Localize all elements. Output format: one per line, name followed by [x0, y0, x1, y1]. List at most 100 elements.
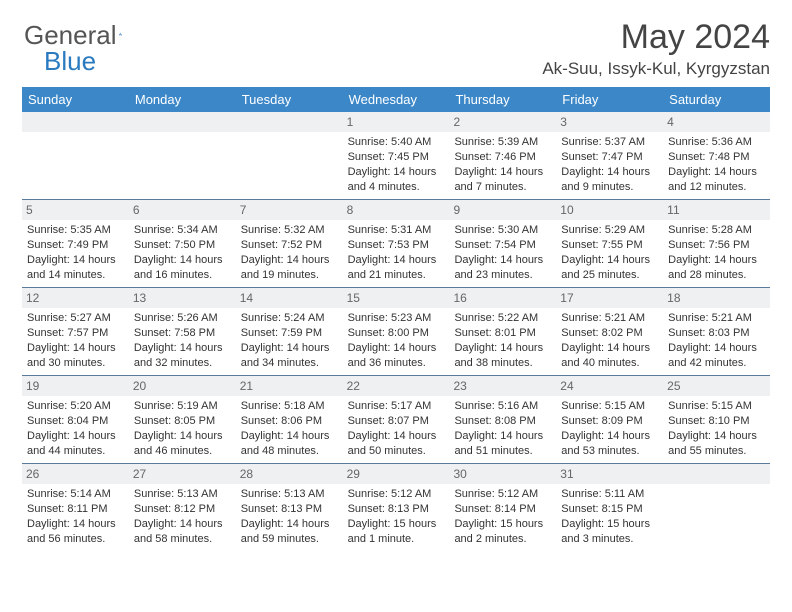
week-row: 12Sunrise: 5:27 AMSunset: 7:57 PMDayligh… — [22, 288, 770, 376]
day-detail-line: Daylight: 14 hours — [134, 517, 231, 532]
day-detail-line: Daylight: 14 hours — [134, 253, 231, 268]
day-number: 10 — [556, 200, 663, 220]
day-detail-line: Sunrise: 5:23 AM — [348, 311, 445, 326]
day-cell — [129, 112, 236, 199]
day-detail-line: Sunset: 7:47 PM — [561, 150, 658, 165]
day-detail-line: Daylight: 14 hours — [27, 341, 124, 356]
day-number: 18 — [663, 288, 770, 308]
day-cell: 26Sunrise: 5:14 AMSunset: 8:11 PMDayligh… — [22, 464, 129, 552]
day-cell: 4Sunrise: 5:36 AMSunset: 7:48 PMDaylight… — [663, 112, 770, 199]
day-detail-line: and 44 minutes. — [27, 444, 124, 459]
week-row: 1Sunrise: 5:40 AMSunset: 7:45 PMDaylight… — [22, 112, 770, 200]
day-cell: 12Sunrise: 5:27 AMSunset: 7:57 PMDayligh… — [22, 288, 129, 375]
day-detail-line: Sunrise: 5:12 AM — [348, 487, 445, 502]
day-number: 30 — [449, 464, 556, 484]
day-cell: 31Sunrise: 5:11 AMSunset: 8:15 PMDayligh… — [556, 464, 663, 552]
day-detail-line: and 25 minutes. — [561, 268, 658, 283]
day-detail-line: Daylight: 14 hours — [668, 253, 765, 268]
day-detail-line: Daylight: 14 hours — [348, 253, 445, 268]
day-detail-line: and 38 minutes. — [454, 356, 551, 371]
day-detail-line: Sunrise: 5:21 AM — [561, 311, 658, 326]
day-number: 24 — [556, 376, 663, 396]
day-detail-line: Sunset: 8:11 PM — [27, 502, 124, 517]
day-detail-line: Daylight: 14 hours — [348, 341, 445, 356]
day-detail-line: Sunset: 7:54 PM — [454, 238, 551, 253]
day-detail-line: and 58 minutes. — [134, 532, 231, 547]
day-detail-line: Sunrise: 5:12 AM — [454, 487, 551, 502]
day-detail-line: Sunrise: 5:14 AM — [27, 487, 124, 502]
day-detail-line: and 2 minutes. — [454, 532, 551, 547]
day-number: 27 — [129, 464, 236, 484]
day-number: 4 — [663, 112, 770, 132]
day-number: 25 — [663, 376, 770, 396]
calendar-grid: Sunday Monday Tuesday Wednesday Thursday… — [22, 87, 770, 552]
day-header: Monday — [129, 87, 236, 112]
day-detail-line: Sunrise: 5:34 AM — [134, 223, 231, 238]
day-header: Friday — [556, 87, 663, 112]
day-detail-line: Sunset: 7:55 PM — [561, 238, 658, 253]
day-detail-line: and 3 minutes. — [561, 532, 658, 547]
day-detail-line: Daylight: 14 hours — [561, 341, 658, 356]
day-cell: 1Sunrise: 5:40 AMSunset: 7:45 PMDaylight… — [343, 112, 450, 199]
day-detail-line: Sunrise: 5:15 AM — [668, 399, 765, 414]
day-detail-line: Sunrise: 5:40 AM — [348, 135, 445, 150]
day-detail-line: Daylight: 14 hours — [668, 341, 765, 356]
day-cell: 30Sunrise: 5:12 AMSunset: 8:14 PMDayligh… — [449, 464, 556, 552]
day-number — [22, 112, 129, 132]
day-detail-line: Sunrise: 5:13 AM — [134, 487, 231, 502]
day-detail-line: Sunrise: 5:32 AM — [241, 223, 338, 238]
day-cell: 8Sunrise: 5:31 AMSunset: 7:53 PMDaylight… — [343, 200, 450, 287]
day-detail-line: and 12 minutes. — [668, 180, 765, 195]
day-detail-line: Sunrise: 5:37 AM — [561, 135, 658, 150]
day-detail-line: and 16 minutes. — [134, 268, 231, 283]
day-number: 3 — [556, 112, 663, 132]
day-detail-line: Sunset: 7:56 PM — [668, 238, 765, 253]
day-cell: 15Sunrise: 5:23 AMSunset: 8:00 PMDayligh… — [343, 288, 450, 375]
day-number: 31 — [556, 464, 663, 484]
day-header: Sunday — [22, 87, 129, 112]
day-cell: 29Sunrise: 5:12 AMSunset: 8:13 PMDayligh… — [343, 464, 450, 552]
day-detail-line: and 56 minutes. — [27, 532, 124, 547]
day-detail-line: Daylight: 14 hours — [668, 429, 765, 444]
day-cell: 21Sunrise: 5:18 AMSunset: 8:06 PMDayligh… — [236, 376, 343, 463]
week-row: 5Sunrise: 5:35 AMSunset: 7:49 PMDaylight… — [22, 200, 770, 288]
day-detail-line: Sunset: 7:46 PM — [454, 150, 551, 165]
day-cell: 16Sunrise: 5:22 AMSunset: 8:01 PMDayligh… — [449, 288, 556, 375]
day-number: 12 — [22, 288, 129, 308]
day-detail-line: Daylight: 15 hours — [561, 517, 658, 532]
day-detail-line: Sunset: 7:45 PM — [348, 150, 445, 165]
day-detail-line: and 1 minute. — [348, 532, 445, 547]
day-detail-line: Sunrise: 5:19 AM — [134, 399, 231, 414]
day-detail-line: Sunset: 7:52 PM — [241, 238, 338, 253]
day-number: 21 — [236, 376, 343, 396]
day-number: 13 — [129, 288, 236, 308]
day-number — [129, 112, 236, 132]
day-detail-line: Daylight: 14 hours — [348, 165, 445, 180]
day-detail-line: Daylight: 14 hours — [454, 341, 551, 356]
day-detail-line: Daylight: 14 hours — [241, 253, 338, 268]
day-detail-line: Daylight: 14 hours — [561, 253, 658, 268]
day-cell: 27Sunrise: 5:13 AMSunset: 8:12 PMDayligh… — [129, 464, 236, 552]
day-detail-line: and 36 minutes. — [348, 356, 445, 371]
day-cell: 22Sunrise: 5:17 AMSunset: 8:07 PMDayligh… — [343, 376, 450, 463]
day-detail-line: and 34 minutes. — [241, 356, 338, 371]
day-number: 22 — [343, 376, 450, 396]
day-cell: 25Sunrise: 5:15 AMSunset: 8:10 PMDayligh… — [663, 376, 770, 463]
day-detail-line: Sunrise: 5:18 AM — [241, 399, 338, 414]
day-detail-line: Sunset: 7:48 PM — [668, 150, 765, 165]
day-number: 15 — [343, 288, 450, 308]
day-detail-line: Daylight: 14 hours — [241, 517, 338, 532]
day-detail-line: Sunrise: 5:17 AM — [348, 399, 445, 414]
day-detail-line: Sunrise: 5:21 AM — [668, 311, 765, 326]
day-cell: 14Sunrise: 5:24 AMSunset: 7:59 PMDayligh… — [236, 288, 343, 375]
day-number: 9 — [449, 200, 556, 220]
day-detail-line: and 9 minutes. — [561, 180, 658, 195]
day-detail-line: Sunset: 8:15 PM — [561, 502, 658, 517]
day-detail-line: Sunset: 7:58 PM — [134, 326, 231, 341]
day-number: 26 — [22, 464, 129, 484]
day-number: 2 — [449, 112, 556, 132]
day-cell: 18Sunrise: 5:21 AMSunset: 8:03 PMDayligh… — [663, 288, 770, 375]
day-header-row: Sunday Monday Tuesday Wednesday Thursday… — [22, 87, 770, 112]
day-cell: 3Sunrise: 5:37 AMSunset: 7:47 PMDaylight… — [556, 112, 663, 199]
day-cell: 5Sunrise: 5:35 AMSunset: 7:49 PMDaylight… — [22, 200, 129, 287]
